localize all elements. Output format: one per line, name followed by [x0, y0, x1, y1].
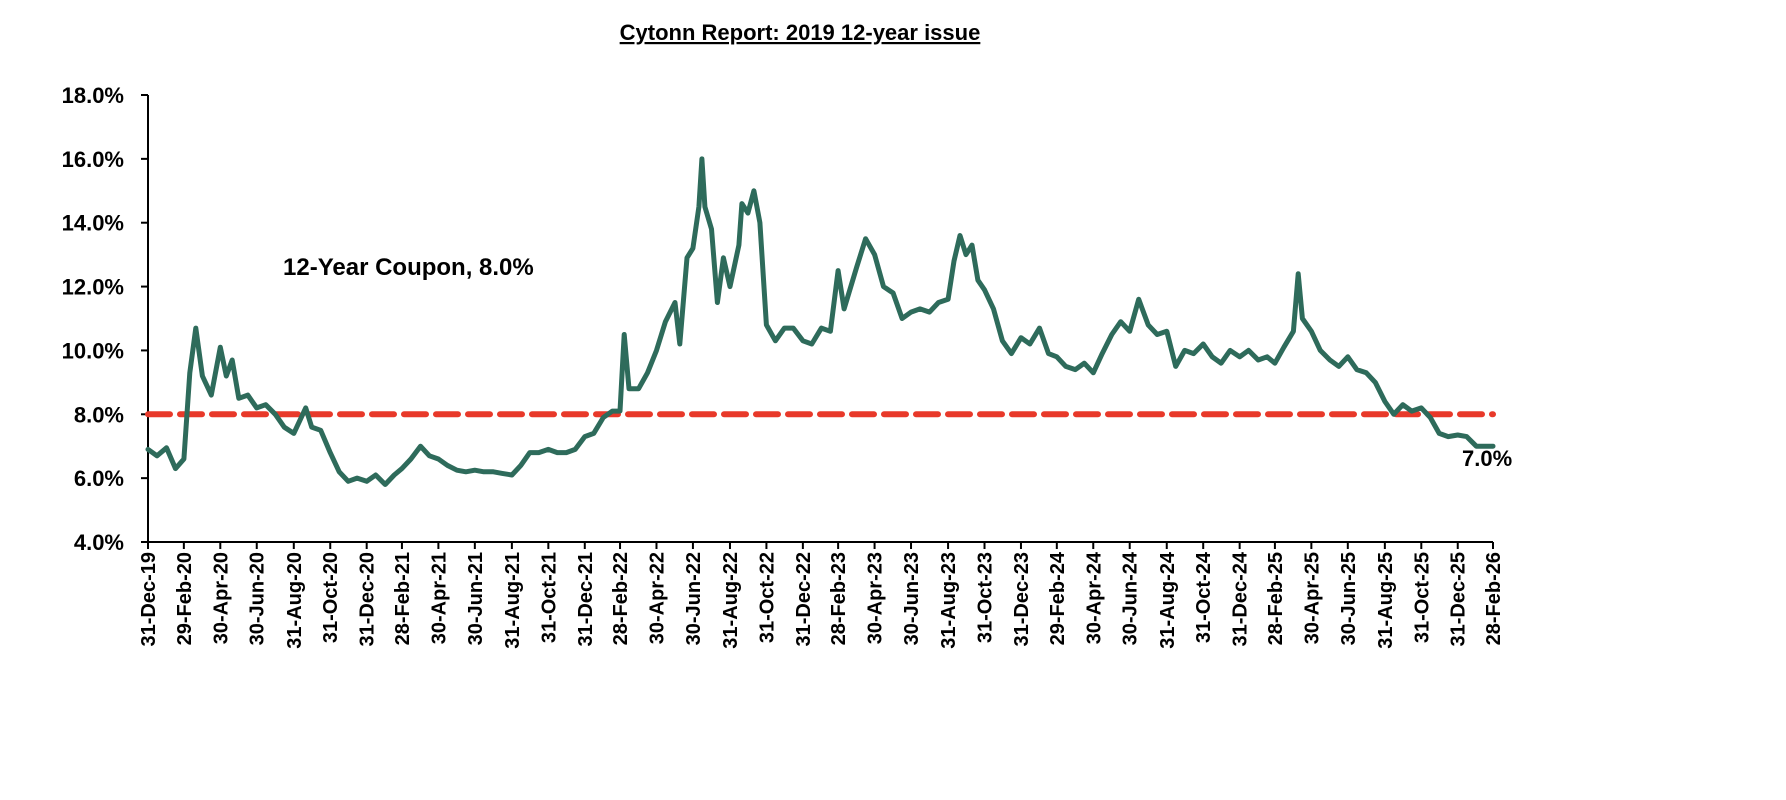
x-tick-label: 31-Aug-20 — [284, 552, 306, 649]
x-tick-label: 31-Aug-25 — [1375, 552, 1397, 649]
x-tick-label: 31-Dec-25 — [1448, 552, 1470, 647]
x-tick-label: 28-Feb-21 — [392, 552, 414, 645]
x-tick-label: 31-Aug-24 — [1157, 551, 1179, 649]
y-tick-label: 10.0% — [62, 338, 124, 363]
y-tick-label: 12.0% — [62, 275, 124, 300]
x-tick-label: 31-Dec-21 — [575, 552, 597, 647]
y-tick-label: 14.0% — [62, 211, 124, 236]
y-axis: 4.0% 6.0% 8.0% 10.0% 12.0% 14.0% 16.0% 18.0% — [62, 83, 149, 555]
x-tick-label: 31-Oct-25 — [1411, 552, 1433, 643]
x-tick-label: 30-Jun-23 — [901, 552, 923, 645]
series-line — [145, 156, 1496, 487]
x-tick-label: 31-Oct-24 — [1193, 551, 1215, 643]
x-tick-label: 30-Jun-25 — [1338, 552, 1360, 645]
x-tick-label: 31-Dec-22 — [793, 552, 815, 647]
x-tick-label: 28-Feb-22 — [610, 552, 632, 645]
x-tick-label: 28-Feb-26 — [1483, 552, 1505, 645]
x-tick-label: 30-Apr-22 — [646, 552, 668, 644]
x-tick-label: 31-Dec-23 — [1011, 552, 1033, 647]
x-tick-label: 31-Aug-22 — [720, 552, 742, 649]
x-tick-label: 30-Apr-23 — [865, 552, 887, 644]
x-tick-label: 31-Oct-21 — [538, 552, 560, 643]
y-tick-label: 8.0% — [74, 402, 124, 427]
y-tick-label: 18.0% — [62, 83, 124, 108]
x-tick-label: 31-Aug-23 — [938, 552, 960, 649]
x-tick-label: 31-Oct-20 — [320, 552, 342, 643]
x-axis: 31-Dec-19 29-Feb-20 30-Apr-20 30-Jun-20 31-A… — [138, 541, 1505, 649]
chart-title: Cytonn Report: 2019 12-year issue — [620, 20, 981, 45]
x-tick-label: 30-Apr-21 — [428, 552, 450, 644]
x-tick-label: 30-Apr-20 — [210, 552, 232, 644]
x-tick-label: 30-Apr-24 — [1083, 551, 1105, 644]
x-tick-label: 31-Oct-23 — [975, 552, 997, 643]
y-tick-label: 16.0% — [62, 147, 124, 172]
y-tick-label: 6.0% — [74, 466, 124, 491]
x-tick-label: 30-Jun-22 — [683, 552, 705, 645]
x-tick-label: 29-Feb-24 — [1047, 551, 1069, 645]
x-tick-label: 30-Jun-21 — [465, 552, 487, 645]
y-tick-label: 4.0% — [74, 530, 124, 555]
x-tick-label: 28-Feb-23 — [828, 552, 850, 645]
x-tick-label: 30-Jun-24 — [1120, 551, 1142, 645]
x-tick-label: 31-Dec-20 — [357, 552, 379, 647]
x-tick-label: 31-Dec-19 — [138, 552, 160, 647]
x-tick-label: 30-Apr-25 — [1301, 552, 1323, 644]
end-value-label: 7.0% — [1462, 446, 1512, 471]
x-tick-label: 31-Aug-21 — [502, 552, 524, 649]
x-tick-label: 29-Feb-20 — [174, 552, 196, 645]
x-tick-label: 30-Jun-20 — [247, 552, 269, 645]
x-tick-label: 31-Dec-24 — [1230, 551, 1252, 646]
x-tick-label: 28-Feb-25 — [1265, 552, 1287, 645]
x-tick-label: 31-Oct-22 — [756, 552, 778, 643]
coupon-annotation: 12-Year Coupon, 8.0% — [283, 254, 534, 281]
